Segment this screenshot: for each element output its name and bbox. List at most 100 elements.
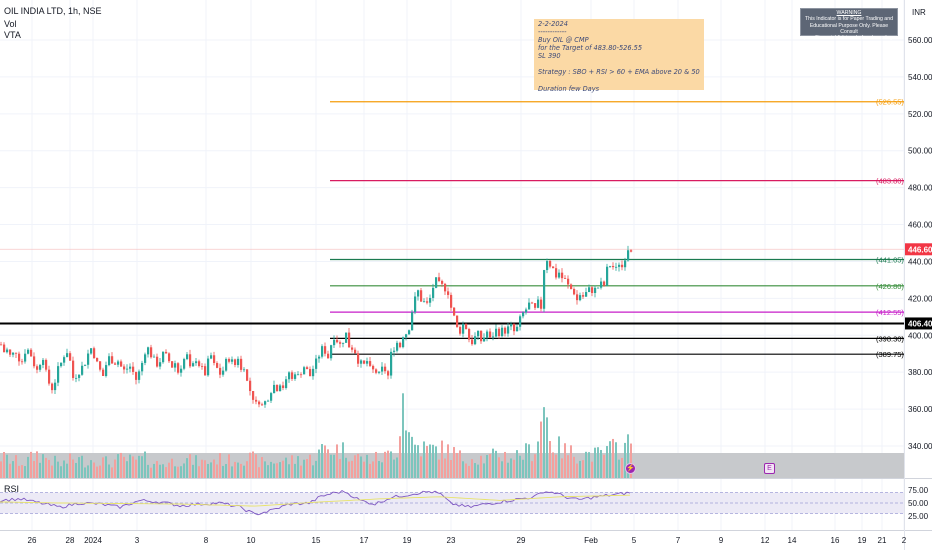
candle-body	[558, 272, 561, 278]
volume-bar	[507, 462, 509, 478]
volume-bar	[126, 461, 128, 478]
candle-body	[153, 356, 156, 358]
volume-bar	[294, 463, 296, 478]
candle-body	[555, 268, 558, 278]
note-line: 2-2-2024	[538, 20, 568, 28]
candle-body	[627, 250, 630, 261]
candle-body	[186, 354, 189, 360]
volume-bar	[477, 464, 479, 478]
volume-bar	[582, 460, 584, 478]
volume-bar	[54, 455, 56, 478]
candle-body	[504, 327, 507, 334]
rsi-indicator-label[interactable]: RSI	[4, 484, 20, 494]
volume-bar	[123, 456, 125, 478]
candle-body	[408, 330, 411, 335]
volume-bar	[132, 456, 134, 478]
volume-bar	[243, 465, 245, 478]
volume-bar	[342, 442, 344, 478]
candle-body	[591, 287, 594, 293]
candle-body	[588, 287, 591, 293]
volume-bar	[291, 455, 293, 478]
volume-bar	[498, 457, 500, 478]
volume-bar	[213, 459, 215, 478]
candle-body	[303, 367, 306, 375]
volume-bar	[165, 467, 167, 478]
volume-bar	[462, 461, 464, 478]
candle-body	[462, 323, 465, 334]
volume-bar	[333, 454, 335, 478]
candle-body	[363, 360, 366, 364]
volume-bar	[621, 457, 623, 478]
candle-body	[471, 339, 474, 345]
volume-bar	[96, 466, 98, 478]
warning-line: your Financial Advisor before Investing.	[803, 35, 895, 42]
volume-bar	[417, 445, 419, 478]
candle-body	[87, 353, 90, 365]
candle-body	[6, 349, 9, 353]
volume-bar	[36, 451, 38, 478]
candle-body	[246, 369, 249, 381]
candle-body	[129, 366, 132, 369]
vta-indicator-label[interactable]: VTA	[4, 30, 21, 40]
volume-bar	[483, 463, 485, 478]
volume-bar	[471, 459, 473, 478]
price-tick-label: 440.00	[908, 257, 932, 266]
volume-bar	[48, 459, 50, 478]
earnings-marker[interactable]: E	[764, 463, 775, 474]
volume-bar	[420, 456, 422, 478]
volume-bar	[180, 466, 182, 478]
volume-bar	[453, 447, 455, 478]
candle-body	[93, 348, 96, 358]
candle-body	[525, 309, 528, 313]
candle-body	[318, 356, 321, 359]
candle-body	[429, 297, 432, 303]
candle-body	[27, 349, 30, 354]
candle-body	[453, 307, 456, 316]
candle-body	[180, 368, 183, 373]
volume-bar	[231, 466, 233, 478]
candle-body	[207, 358, 210, 376]
candle-body	[498, 328, 501, 337]
candle-body	[333, 339, 336, 346]
volume-bar	[612, 438, 614, 478]
candle-body	[270, 393, 273, 401]
volume-bar	[525, 443, 527, 478]
note-line: SL 390	[538, 52, 561, 61]
candle-body	[357, 353, 360, 364]
candle-body	[624, 260, 627, 268]
candle-body	[519, 316, 522, 327]
volume-bar	[426, 445, 428, 478]
candle-body	[42, 359, 45, 365]
volume-indicator-label[interactable]: Vol	[4, 19, 17, 29]
candle-body	[552, 266, 555, 269]
candle-body	[213, 355, 216, 363]
candle-body	[378, 371, 381, 373]
rsi-tick-label: 75.00	[908, 486, 929, 495]
volume-bar	[135, 459, 137, 478]
symbol-title[interactable]: OIL INDIA LTD, 1h, NSE	[4, 6, 102, 16]
time-tick-label: 17	[360, 536, 369, 545]
volume-bar	[174, 466, 176, 478]
volume-bar	[444, 458, 446, 478]
candle-body	[69, 353, 72, 361]
candle-body	[171, 361, 174, 368]
candle-body	[159, 362, 162, 367]
volume-bar	[114, 459, 116, 478]
volume-bar	[618, 459, 620, 478]
price-axis[interactable]: 340.00 360.00 380.00 400.00 420.00 440.00 460.…	[905, 36, 932, 521]
candle-body	[9, 349, 12, 355]
volume-bar	[0, 461, 2, 478]
time-axis[interactable]: 26 28 2024 3 8 10 15 17 19 23 29 Feb 5 7 9 12 14 16 19 21 2	[28, 536, 907, 545]
trade-note[interactable]: 2-2-2024 ------------ Buy OIL @ CMP for …	[534, 19, 704, 93]
warning-title: WARNING	[836, 10, 862, 16]
candle-body	[348, 332, 351, 348]
candle-body	[48, 369, 51, 384]
lightning-icon[interactable]: ⚡	[625, 463, 636, 474]
candle-body	[315, 358, 318, 369]
candle-body	[603, 281, 606, 286]
time-tick-label: 19	[403, 536, 412, 545]
volume-bar	[144, 451, 146, 478]
volume-bar	[162, 464, 164, 478]
candle-body	[483, 337, 486, 342]
